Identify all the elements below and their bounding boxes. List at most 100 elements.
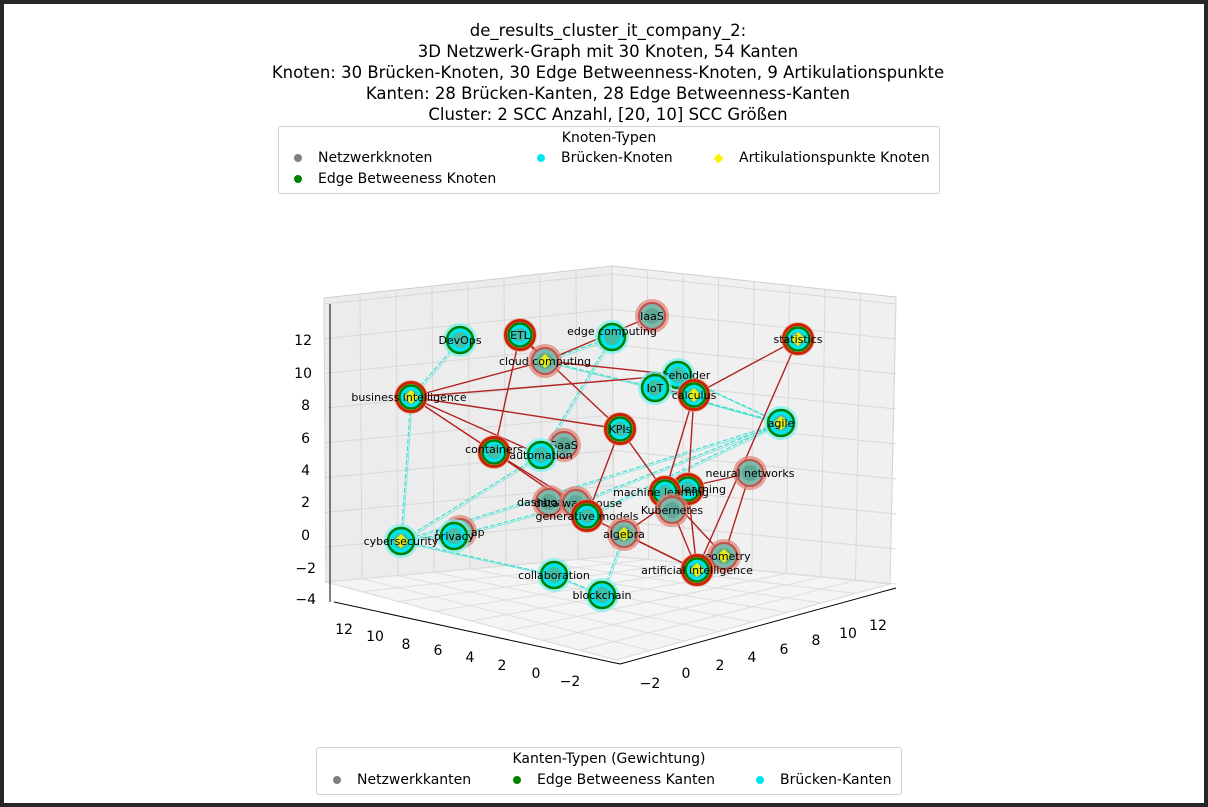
bridge-edge [400, 454, 542, 542]
node-label: DevOps [438, 334, 481, 347]
legend-entry-betweenness-edge: Edge Betweeness Kanten [513, 772, 715, 788]
bridge-edge [410, 339, 461, 398]
graph-node: business intelligence [351, 380, 467, 414]
grid-line [323, 297, 327, 583]
node-label: privacy [434, 530, 475, 543]
grid-line [611, 520, 897, 550]
node-label: machine learning [613, 486, 709, 499]
floor-grid-line [613, 555, 891, 585]
grid-line [611, 344, 897, 375]
y-tick: −2 [640, 676, 661, 692]
graph-node: agile [764, 406, 798, 440]
bridge-edge [402, 456, 543, 543]
grid-line [717, 277, 719, 567]
z-tick: 4 [301, 463, 310, 479]
graph-node: edge computing [567, 320, 657, 354]
y-axis-line [619, 587, 897, 665]
graph-node: geometry [697, 539, 751, 573]
bridge-edge [588, 424, 783, 518]
cyan-dot-icon [537, 154, 545, 162]
bridge-edge [586, 422, 782, 517]
node-legend-title: Knoten-Typen [561, 130, 657, 146]
node-core [647, 380, 663, 396]
legend-label: Artikulationspunkte Knoten [739, 150, 930, 166]
grey-dot-icon [294, 154, 302, 162]
grid-line [611, 414, 897, 445]
graph-node: cloud computing [499, 344, 591, 378]
x-tick: −2 [560, 674, 581, 690]
x-tick: 12 [335, 622, 353, 638]
y-tick: 8 [812, 633, 821, 649]
articulation-marker-icon [716, 548, 732, 564]
y-tick: 0 [682, 666, 691, 682]
x-tick: 8 [402, 637, 411, 653]
node-ring [571, 500, 603, 532]
node-label: IaaS [640, 310, 664, 323]
edge-type-legend: Kanten-Typen (Gewichtung) Netzwerkkanten… [316, 747, 902, 795]
z-tick: −4 [295, 592, 316, 608]
node-label: neural networks [706, 467, 795, 480]
graph-node: automation [509, 438, 573, 472]
legend-label: Edge Betweeness Kanten [537, 772, 715, 788]
bridge-edge [577, 424, 783, 505]
node-label: calculus [672, 389, 717, 402]
node-core [742, 465, 758, 481]
legend-label: Brücken-Kanten [780, 772, 892, 788]
node-core [604, 329, 620, 345]
network-3d-plot: 12 10 8 6 4 2 0 −2 −4 12 10 8 6 4 2 0 −2… [294, 265, 897, 692]
x-tick: 10 [366, 629, 384, 645]
x-tick: 0 [532, 666, 541, 682]
node-core [487, 445, 501, 459]
graph-node: containers [465, 435, 523, 469]
grid-line [889, 296, 897, 585]
graph-node: IaaS [635, 299, 669, 333]
graph-node: privacy [434, 519, 475, 553]
network-edge [410, 396, 621, 430]
grid-line [323, 414, 613, 444]
bridge-edge [544, 360, 656, 389]
z-tick: 0 [301, 528, 310, 544]
graph-node: generative models [536, 499, 639, 533]
node-label: geometry [697, 550, 751, 563]
node-core [533, 447, 549, 463]
node-label: SaaS [550, 439, 577, 452]
node-label: cybersecurity [364, 535, 439, 548]
node-core [644, 308, 660, 324]
node-label: cloud computing [499, 355, 591, 368]
legend-label: Brücken-Knoten [561, 150, 673, 166]
node-ring [504, 319, 536, 351]
articulation-marker-icon [790, 331, 806, 347]
graph-node: blockchain [573, 578, 632, 612]
y-tick: 12 [869, 618, 887, 634]
network-edge [696, 338, 799, 571]
node-label: algebra [603, 528, 645, 541]
bridge-edge [546, 362, 657, 390]
title-line-4: Kanten: 28 Brücken-Kanten, 28 Edge Betwe… [365, 84, 851, 103]
z-tick: −2 [295, 561, 316, 577]
grid-line [751, 281, 755, 571]
floor-grid-line [541, 562, 822, 604]
node-ring [782, 323, 814, 355]
bridge-edge [402, 542, 556, 577]
graph-node: statistics [773, 322, 823, 356]
legend-entry-network-edge: Netzwerkkanten [333, 772, 471, 788]
title-line-3: Knoten: 30 Brücken-Knoten, 30 Edge Betwe… [271, 63, 945, 82]
x-tick: 4 [466, 650, 475, 666]
node-label: statistics [773, 333, 822, 346]
network-edge [410, 360, 546, 398]
node-label: containers [465, 443, 523, 456]
node-core [556, 437, 572, 453]
articulation-marker-icon [686, 387, 702, 403]
node-label: blockchain [573, 589, 632, 602]
z-tick: 6 [301, 431, 310, 447]
cyan-dot-icon [756, 776, 764, 784]
network-edge [410, 374, 679, 398]
x-axis-line [333, 601, 621, 665]
graph-node: artificial intelligence [641, 553, 753, 587]
node-label: agile [768, 417, 795, 430]
figure-title: de_results_cluster_it_company_2: 3D Netz… [4, 20, 1204, 125]
node-label: KPIs [609, 423, 632, 436]
node-core [613, 422, 627, 436]
grid-line [431, 285, 435, 573]
grid-line [611, 265, 615, 557]
